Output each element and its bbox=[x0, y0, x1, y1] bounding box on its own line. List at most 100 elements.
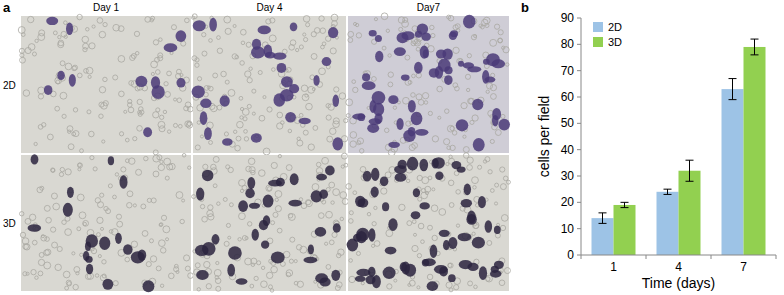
pore bbox=[394, 279, 397, 282]
pore bbox=[316, 168, 322, 174]
stained-cell bbox=[44, 85, 53, 95]
stained-cell bbox=[192, 85, 205, 98]
pore bbox=[125, 257, 130, 262]
pore bbox=[485, 23, 489, 27]
stained-cell bbox=[420, 45, 429, 58]
y-axis-label: cells per field bbox=[536, 96, 552, 178]
error-cap bbox=[599, 212, 607, 213]
pore bbox=[163, 110, 166, 113]
pore bbox=[83, 43, 89, 49]
pore bbox=[138, 112, 142, 116]
error-cap bbox=[664, 194, 672, 195]
pore bbox=[102, 260, 106, 264]
pore bbox=[213, 73, 218, 78]
pore bbox=[490, 39, 497, 46]
pore bbox=[490, 189, 494, 193]
pore bbox=[280, 121, 284, 125]
stained-cell bbox=[478, 196, 486, 208]
stained-cell bbox=[498, 119, 510, 131]
pore bbox=[261, 266, 264, 269]
pore bbox=[341, 153, 347, 159]
pore bbox=[399, 204, 405, 210]
pore bbox=[39, 252, 44, 257]
stained-cell bbox=[332, 137, 343, 150]
pore bbox=[63, 271, 70, 278]
pore bbox=[490, 139, 494, 143]
pore bbox=[28, 44, 35, 51]
pore bbox=[439, 209, 446, 216]
pore bbox=[125, 138, 129, 142]
y-tick-label: 0 bbox=[567, 248, 574, 262]
pore bbox=[217, 48, 222, 53]
stained-cell bbox=[413, 188, 420, 197]
stained-cell bbox=[299, 118, 311, 124]
stained-cell bbox=[102, 279, 113, 290]
micrograph-background bbox=[193, 16, 346, 153]
pore bbox=[197, 288, 200, 291]
pore bbox=[60, 167, 64, 171]
pore bbox=[99, 114, 103, 118]
pore bbox=[160, 223, 163, 226]
pore bbox=[312, 184, 319, 191]
stained-cell bbox=[264, 44, 273, 57]
pore bbox=[263, 148, 270, 155]
pore bbox=[332, 21, 338, 27]
stained-cell bbox=[401, 262, 410, 275]
stained-cell bbox=[200, 111, 208, 125]
pore bbox=[237, 121, 244, 128]
stained-cell bbox=[143, 127, 152, 137]
pore bbox=[252, 89, 256, 93]
error-stem bbox=[667, 189, 668, 194]
pore bbox=[381, 13, 388, 20]
stained-cell bbox=[375, 35, 382, 42]
pore bbox=[431, 33, 435, 37]
y-tick bbox=[577, 202, 581, 203]
pore bbox=[64, 35, 67, 38]
pore bbox=[202, 216, 208, 222]
stained-cell bbox=[247, 177, 255, 189]
pore bbox=[386, 29, 389, 32]
pore bbox=[127, 203, 132, 208]
stained-cell bbox=[99, 237, 110, 251]
pore bbox=[463, 147, 469, 153]
pore bbox=[56, 80, 60, 84]
pore bbox=[275, 191, 282, 198]
stained-cell bbox=[236, 278, 248, 284]
pore bbox=[135, 51, 139, 55]
pore bbox=[438, 116, 441, 119]
pore bbox=[472, 177, 479, 184]
pore bbox=[427, 274, 433, 280]
pore bbox=[303, 33, 306, 36]
pore bbox=[303, 37, 307, 41]
pore bbox=[350, 141, 356, 147]
pore bbox=[133, 137, 137, 141]
pore bbox=[113, 75, 118, 80]
pore bbox=[65, 229, 72, 236]
pore bbox=[166, 238, 169, 241]
pore bbox=[65, 169, 71, 175]
pore bbox=[129, 158, 135, 164]
pore bbox=[300, 246, 307, 253]
pore bbox=[327, 136, 333, 142]
pore bbox=[350, 132, 357, 139]
pore bbox=[160, 248, 166, 254]
pore bbox=[374, 206, 377, 209]
stained-cell bbox=[195, 245, 209, 256]
x-axis-line bbox=[581, 255, 776, 256]
pore bbox=[128, 99, 132, 103]
pore bbox=[409, 280, 415, 286]
pore bbox=[208, 205, 213, 210]
figure: abDay 1Day 4Day72D3D01020304050607080901… bbox=[0, 0, 784, 295]
row-header: 2D bbox=[3, 80, 16, 91]
pore bbox=[267, 187, 271, 191]
stained-cell bbox=[486, 53, 500, 66]
pore bbox=[353, 191, 357, 195]
pore bbox=[411, 93, 416, 98]
stained-cell bbox=[492, 115, 499, 127]
pore bbox=[490, 84, 496, 90]
pore bbox=[311, 53, 317, 59]
stained-cell bbox=[277, 63, 287, 73]
pore bbox=[388, 54, 391, 57]
pore bbox=[46, 217, 52, 223]
y-tick bbox=[577, 149, 581, 150]
